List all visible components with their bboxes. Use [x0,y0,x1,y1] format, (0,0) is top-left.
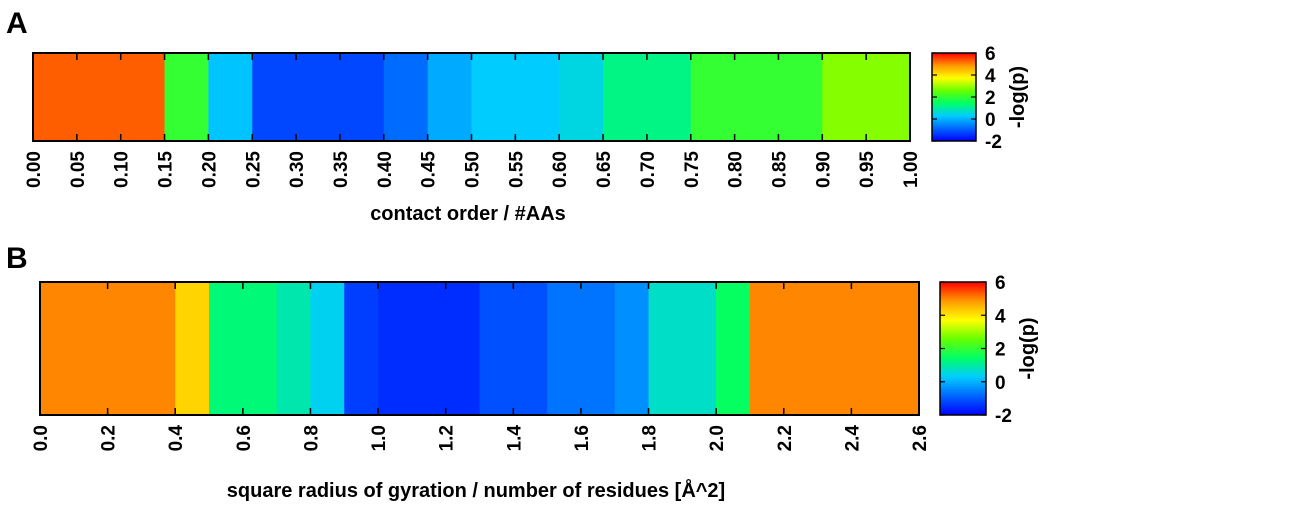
heatmap-cell [427,53,472,141]
heatmap-cell [33,53,166,141]
panel-a: A 0.00 0.05 0.10 0.15 0.20 0.25 0.30 0.35 0.40 0.… [6,7,1029,225]
colorbar-tick-label: 0 [985,110,996,131]
panel-b-x-ticks: 0.0 0.2 0.4 0.6 0.8 1.0 1.2 1.4 1.6 1.8 2.0 2.2 2.4 2… [31,282,931,451]
x-tick-label: 0.30 [287,151,308,188]
panel-b-label: B [6,242,28,275]
x-tick-label: 2.4 [842,425,863,452]
colorbar-tick-label: 4 [995,306,1006,327]
x-tick-label: 1.00 [901,151,922,188]
x-tick-label: 2.0 [707,425,728,451]
panel-b-colorbar: -2 0 2 4 6 -log(p) [939,273,1039,427]
heatmap-cell [471,53,560,141]
heatmap-cell [378,282,480,415]
x-tick-label: 0.4 [166,425,187,452]
heatmap-cell [276,282,311,415]
x-tick-label: 0.15 [156,151,177,188]
heatmap-cell [716,282,751,415]
x-tick-label: 1.2 [437,425,458,451]
panel-a-x-axis-title: contact order / #AAs [370,203,566,225]
x-tick-label: 1.4 [504,425,525,452]
panel-b-frame [39,281,920,416]
x-tick-label: 0.90 [813,151,834,188]
x-tick-label: 0.2 [99,425,120,451]
colorbar-tick-label: 0 [995,373,1006,394]
heatmap-cell [208,53,253,141]
x-tick-label: 0.60 [550,151,571,188]
heatmap-cell [614,282,650,415]
x-tick-label: 0.50 [463,151,484,188]
x-tick-label: 2.6 [910,425,931,451]
x-tick-label: 0.85 [769,151,790,188]
x-tick-label: 0.0 [31,425,52,451]
colorbar-tick-label: -2 [985,132,1002,153]
heatmap-cell [749,282,920,415]
heatmap-cell [603,53,692,141]
x-tick-label: 0.25 [243,151,264,188]
colorbar-title: -log(p) [1017,317,1039,379]
x-tick-label: 0.05 [68,151,89,188]
x-tick-label: 0.6 [234,425,255,451]
x-tick-label: 0.65 [594,151,615,188]
x-tick-label: 0.8 [301,425,322,451]
colorbar-tick-label: 4 [985,66,996,87]
heatmap-cell [479,282,548,415]
panel-a-label: A [6,7,28,40]
colorbar-gradient [939,281,987,416]
heatmap-cell [344,282,379,415]
heatmap-cell [822,53,911,141]
x-tick-label: 0.35 [331,151,352,188]
colorbar-gradient [931,52,977,142]
colorbar-tick-label: 6 [995,273,1006,294]
x-tick-label: 0.75 [682,151,703,188]
heatmap-cell [164,53,209,141]
x-tick-label: 1.0 [369,425,390,451]
x-tick-label: 0.80 [726,151,747,188]
panel-b: B 0.0 0.2 0.4 0.6 0.8 1.0 1.2 1.4 1.6 1.8 2.0 2.2 2.… [6,242,1039,502]
x-tick-label: 0.10 [112,151,133,188]
colorbar-tick-label: 2 [995,340,1006,361]
x-tick-label: 1.8 [640,425,661,451]
heatmap-cell [252,53,385,141]
heatmap-cell [209,282,278,415]
heatmap-cell [547,282,616,415]
x-tick-label: 0.45 [419,151,440,188]
panel-b-heatmap [40,282,920,415]
colorbar-title: -log(p) [1007,66,1029,128]
heatmap-cell [559,53,604,141]
x-tick-label: 1.6 [572,425,593,451]
heatmap-cell [40,282,176,415]
x-tick-label: 0.00 [24,151,45,188]
panel-b-x-axis-title: square radius of gyration / number of re… [227,478,725,502]
x-tick-label: 0.55 [506,151,527,188]
x-tick-label: 0.70 [638,151,659,188]
heatmap-cell [310,282,345,415]
x-tick-label: 2.2 [775,425,796,451]
heatmap-cell [648,282,717,415]
x-tick-label: 0.40 [375,151,396,188]
colorbar-tick-label: 6 [985,44,996,65]
panel-a-x-ticks: 0.00 0.05 0.10 0.15 0.20 0.25 0.30 0.35 0.40 0.45… [24,53,922,188]
colorbar-tick-label: 2 [985,88,996,109]
heatmap-cell [690,53,823,141]
heatmap-cell [383,53,429,141]
x-tick-label: 0.95 [857,151,878,188]
panel-a-heatmap [33,53,911,141]
heatmap-cell [175,282,210,415]
colorbar-tick-label: -2 [995,406,1012,427]
x-tick-label: 0.20 [199,151,220,188]
